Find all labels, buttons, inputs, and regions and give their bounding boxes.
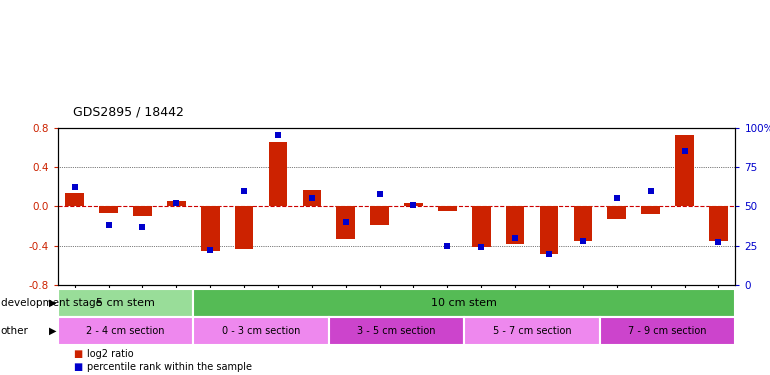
Bar xyxy=(641,206,660,214)
Bar xyxy=(709,206,728,241)
Bar xyxy=(201,206,219,251)
Bar xyxy=(193,317,329,345)
Text: GDS2895 / 18442: GDS2895 / 18442 xyxy=(73,105,184,118)
Text: development stage: development stage xyxy=(1,298,102,308)
Text: 2 - 4 cm section: 2 - 4 cm section xyxy=(86,326,165,336)
Text: other: other xyxy=(1,326,28,336)
Text: ■: ■ xyxy=(73,362,82,372)
Bar xyxy=(675,135,694,206)
Bar xyxy=(336,206,355,239)
Text: 7 - 9 cm section: 7 - 9 cm section xyxy=(628,326,707,336)
Bar xyxy=(58,317,193,345)
Text: 10 cm stem: 10 cm stem xyxy=(431,298,497,308)
Bar xyxy=(574,206,592,241)
Bar xyxy=(600,317,735,345)
Bar xyxy=(608,206,626,219)
Bar xyxy=(303,189,321,206)
Text: 3 - 5 cm section: 3 - 5 cm section xyxy=(357,326,436,336)
Bar xyxy=(472,206,490,247)
Bar xyxy=(65,194,84,206)
Bar xyxy=(464,317,600,345)
Text: log2 ratio: log2 ratio xyxy=(87,349,134,359)
Bar xyxy=(404,203,423,206)
Bar xyxy=(269,142,287,206)
Bar xyxy=(133,206,152,216)
Bar xyxy=(235,206,253,249)
Bar xyxy=(193,289,735,317)
Text: percentile rank within the sample: percentile rank within the sample xyxy=(87,362,252,372)
Text: 0 - 3 cm section: 0 - 3 cm section xyxy=(222,326,300,336)
Bar xyxy=(99,206,118,213)
Text: ▶: ▶ xyxy=(49,298,56,308)
Bar xyxy=(438,206,457,211)
Text: ▶: ▶ xyxy=(49,326,56,336)
Text: ■: ■ xyxy=(73,349,82,359)
Bar xyxy=(506,206,524,244)
Bar xyxy=(540,206,558,254)
Bar xyxy=(329,317,464,345)
Bar xyxy=(58,289,193,317)
Text: 5 - 7 cm section: 5 - 7 cm section xyxy=(493,326,571,336)
Bar xyxy=(167,201,186,206)
Text: 5 cm stem: 5 cm stem xyxy=(96,298,155,308)
Bar xyxy=(370,206,389,225)
